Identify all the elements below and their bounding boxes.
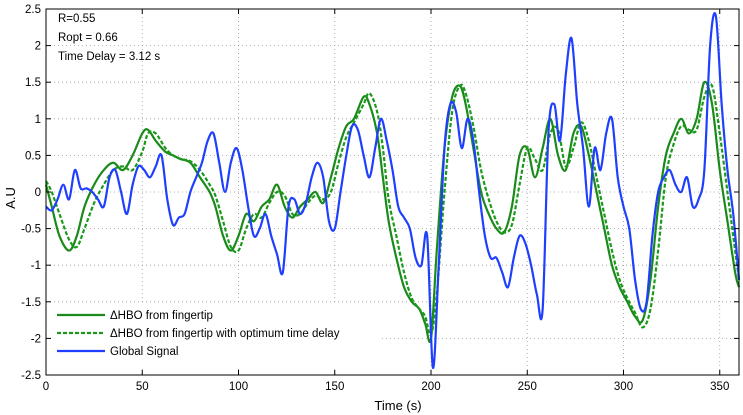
y-tick-label: 0	[35, 187, 41, 199]
y-tick-label: 2.5	[25, 4, 41, 16]
x-tick-label: 150	[325, 381, 344, 393]
legend-label-global: Global Signal	[110, 346, 178, 358]
y-tick-label: 1	[35, 114, 41, 126]
x-axis-label: Time (s)	[374, 398, 421, 413]
y-tick-label: -1	[31, 260, 41, 272]
y-tick-label: -1.5	[21, 297, 41, 309]
y-tick-label: -0.5	[21, 224, 41, 236]
legend-background	[51, 304, 381, 366]
x-tick-label: 50	[136, 381, 149, 393]
x-tick-label: 300	[614, 381, 633, 393]
series-fingertip-delay-line	[45, 82, 741, 337]
y-tick-label: 0.5	[25, 150, 41, 162]
legend-label-fingertip: ΔHBO from fingertip	[110, 310, 213, 322]
x-tick-label: 100	[229, 381, 248, 393]
x-axis: 0 50 100 150 200 250 300 350	[43, 9, 729, 393]
x-tick-label: 200	[421, 381, 440, 393]
x-tick-label: 0	[43, 381, 49, 393]
annotation-ropt: Ropt = 0.66	[58, 32, 118, 44]
y-tick-label: 2	[35, 41, 41, 53]
y-axis-label: A.U	[3, 187, 18, 209]
y-tick-label: -2	[31, 333, 41, 345]
x-tick-label: 250	[518, 381, 537, 393]
y-axis: -2.5 -2 -1.5 -1 -0.5 0 0.5 1 1.5 2 2.5	[21, 4, 739, 382]
annotation-r: R=0.55	[58, 13, 95, 25]
x-tick-label: 350	[710, 381, 729, 393]
series-layer	[44, 12, 741, 369]
annotation-box: R=0.55 Ropt = 0.66 Time Delay = 3.12 s	[58, 13, 160, 63]
series-global-signal-line	[45, 12, 741, 369]
y-tick-label: 1.5	[25, 77, 41, 89]
y-tick-label: -2.5	[21, 370, 41, 382]
series-fingertip-line	[44, 80, 741, 344]
legend: ΔHBO from fingertip ΔHBO from fingertip …	[51, 304, 381, 366]
legend-label-fingertip-delay: ΔHBO from fingertip with optimum time de…	[110, 328, 340, 340]
annotation-time-delay: Time Delay = 3.12 s	[58, 51, 160, 63]
